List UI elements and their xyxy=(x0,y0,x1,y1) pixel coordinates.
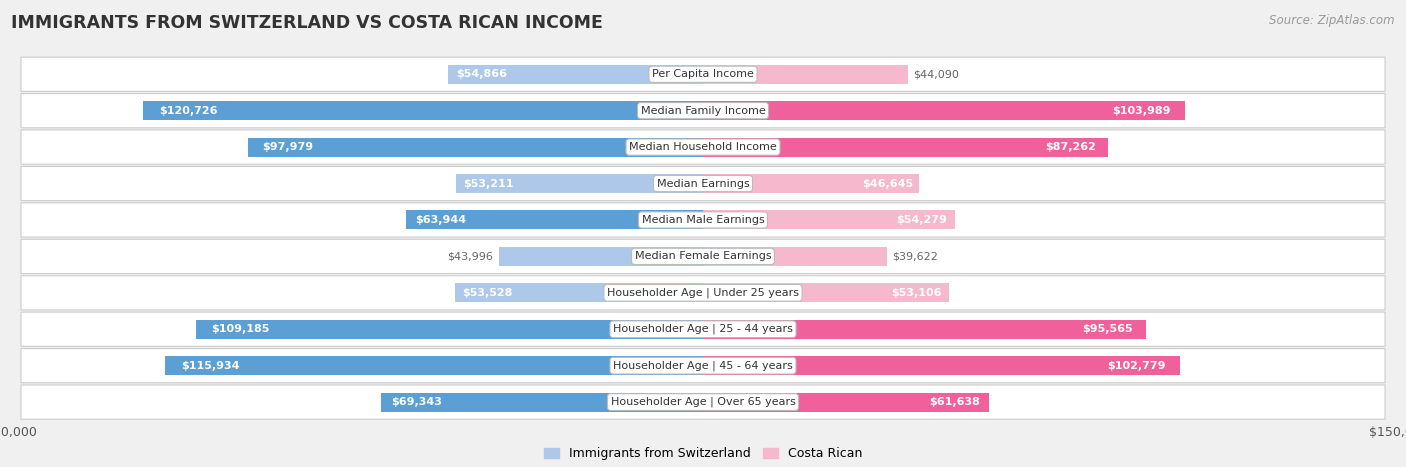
Bar xyxy=(703,174,920,193)
Legend: Immigrants from Switzerland, Costa Rican: Immigrants from Switzerland, Costa Rican xyxy=(538,442,868,465)
FancyBboxPatch shape xyxy=(21,130,1385,164)
Bar xyxy=(197,320,703,339)
Bar xyxy=(143,101,703,120)
FancyBboxPatch shape xyxy=(21,348,1385,383)
Bar xyxy=(703,101,1185,120)
Bar xyxy=(703,65,907,84)
Bar xyxy=(703,283,949,302)
Bar xyxy=(703,393,988,411)
Text: $63,944: $63,944 xyxy=(415,215,467,225)
Text: IMMIGRANTS FROM SWITZERLAND VS COSTA RICAN INCOME: IMMIGRANTS FROM SWITZERLAND VS COSTA RIC… xyxy=(11,14,603,32)
FancyBboxPatch shape xyxy=(21,276,1385,310)
FancyBboxPatch shape xyxy=(21,239,1385,274)
Text: $109,185: $109,185 xyxy=(211,324,270,334)
FancyBboxPatch shape xyxy=(21,166,1385,201)
Bar xyxy=(165,356,703,375)
Text: Householder Age | Under 25 years: Householder Age | Under 25 years xyxy=(607,288,799,298)
Text: Median Household Income: Median Household Income xyxy=(628,142,778,152)
FancyBboxPatch shape xyxy=(21,312,1385,347)
Bar xyxy=(703,211,955,229)
Text: Median Family Income: Median Family Income xyxy=(641,106,765,116)
Bar xyxy=(381,393,703,411)
Text: Median Female Earnings: Median Female Earnings xyxy=(634,251,772,262)
Text: $103,989: $103,989 xyxy=(1112,106,1171,116)
Bar xyxy=(456,174,703,193)
Text: Householder Age | 45 - 64 years: Householder Age | 45 - 64 years xyxy=(613,361,793,371)
Bar xyxy=(249,138,703,156)
Text: $53,211: $53,211 xyxy=(464,178,515,189)
Text: $87,262: $87,262 xyxy=(1045,142,1095,152)
Text: $97,979: $97,979 xyxy=(262,142,314,152)
Text: $53,106: $53,106 xyxy=(891,288,942,298)
Bar xyxy=(703,247,887,266)
Text: $43,996: $43,996 xyxy=(447,251,494,262)
Text: $61,638: $61,638 xyxy=(929,397,980,407)
Text: $44,090: $44,090 xyxy=(912,69,959,79)
Text: $95,565: $95,565 xyxy=(1083,324,1133,334)
Text: $46,645: $46,645 xyxy=(862,178,912,189)
FancyBboxPatch shape xyxy=(21,93,1385,128)
FancyBboxPatch shape xyxy=(21,57,1385,92)
FancyBboxPatch shape xyxy=(21,385,1385,419)
Text: $120,726: $120,726 xyxy=(160,106,218,116)
Bar xyxy=(454,283,703,302)
Text: Per Capita Income: Per Capita Income xyxy=(652,69,754,79)
Bar xyxy=(703,320,1146,339)
Text: $102,779: $102,779 xyxy=(1107,361,1166,371)
Text: $39,622: $39,622 xyxy=(893,251,938,262)
Bar xyxy=(406,211,703,229)
Bar xyxy=(499,247,703,266)
Text: Householder Age | Over 65 years: Householder Age | Over 65 years xyxy=(610,397,796,407)
Text: Householder Age | 25 - 44 years: Householder Age | 25 - 44 years xyxy=(613,324,793,334)
Text: $69,343: $69,343 xyxy=(391,397,441,407)
Text: Median Male Earnings: Median Male Earnings xyxy=(641,215,765,225)
Text: $53,528: $53,528 xyxy=(463,288,512,298)
Bar xyxy=(449,65,703,84)
Text: $54,279: $54,279 xyxy=(897,215,948,225)
Text: Median Earnings: Median Earnings xyxy=(657,178,749,189)
FancyBboxPatch shape xyxy=(21,203,1385,237)
Text: Source: ZipAtlas.com: Source: ZipAtlas.com xyxy=(1270,14,1395,27)
Bar xyxy=(703,356,1180,375)
Text: $115,934: $115,934 xyxy=(181,361,240,371)
Text: $54,866: $54,866 xyxy=(456,69,508,79)
Bar xyxy=(703,138,1108,156)
